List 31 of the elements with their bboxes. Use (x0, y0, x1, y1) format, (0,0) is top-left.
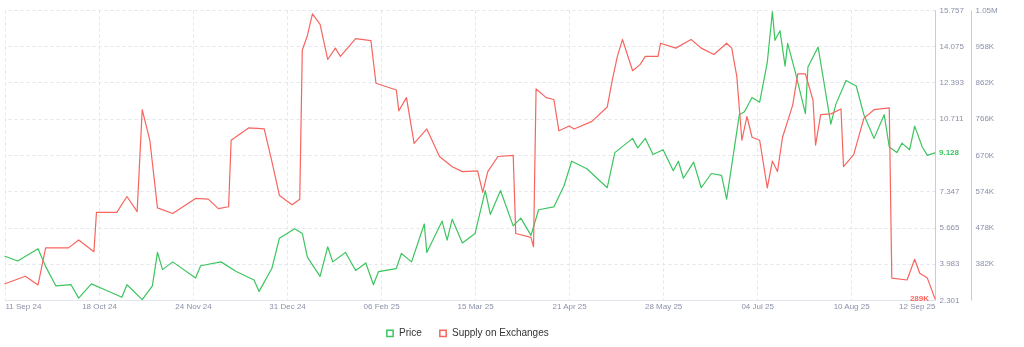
y2-tick-label: 382K (975, 259, 995, 269)
y2-tick-label: 478K (975, 223, 995, 232)
y-tick-label: 2.301 (939, 295, 961, 305)
x-tick-label: 11 Sep 24 (5, 301, 42, 311)
y-tick-label: 14.075 (939, 41, 965, 51)
y2-tick-label: 862K (975, 78, 995, 87)
x-tick-label: 06 Feb 25 (363, 301, 401, 311)
y2-tick-label: 1.05M (975, 5, 999, 15)
x-tick-label: 18 Oct 24 (82, 301, 118, 311)
x-tick-label: 31 Dec 24 (269, 301, 307, 311)
y-tick-label: 12.393 (939, 78, 965, 87)
y-tick-label: 10.711 (939, 114, 964, 124)
y2-tick-label: 670K (975, 150, 995, 160)
y2-tick-label: 958K (975, 41, 995, 51)
y-tick-label: 5.665 (939, 223, 961, 232)
data-label: 289K (909, 293, 930, 303)
y2-tick-label: 574K (975, 186, 995, 196)
x-tick-label: 15 Mar 25 (457, 301, 495, 311)
legend-label: Price (399, 327, 423, 339)
legend-label: Supply on Exchanges (452, 327, 549, 339)
x-tick-label: 28 May 25 (644, 301, 683, 311)
x-tick-label: 21 Apr 25 (552, 301, 588, 311)
y-tick-label: 7.347 (939, 186, 961, 196)
y2-tick-label: 766K (975, 114, 995, 124)
x-tick-label: 12 Sep 25 (899, 301, 937, 311)
x-tick-label: 10 Aug 25 (833, 301, 871, 311)
x-tick-label: 24 Nov 24 (175, 301, 213, 311)
y-tick-label: 3.983 (939, 259, 961, 269)
data-label: 9.128 (939, 147, 960, 157)
x-tick-label: 04 Jul 25 (741, 301, 775, 311)
y-tick-label: 15.757 (939, 5, 965, 15)
